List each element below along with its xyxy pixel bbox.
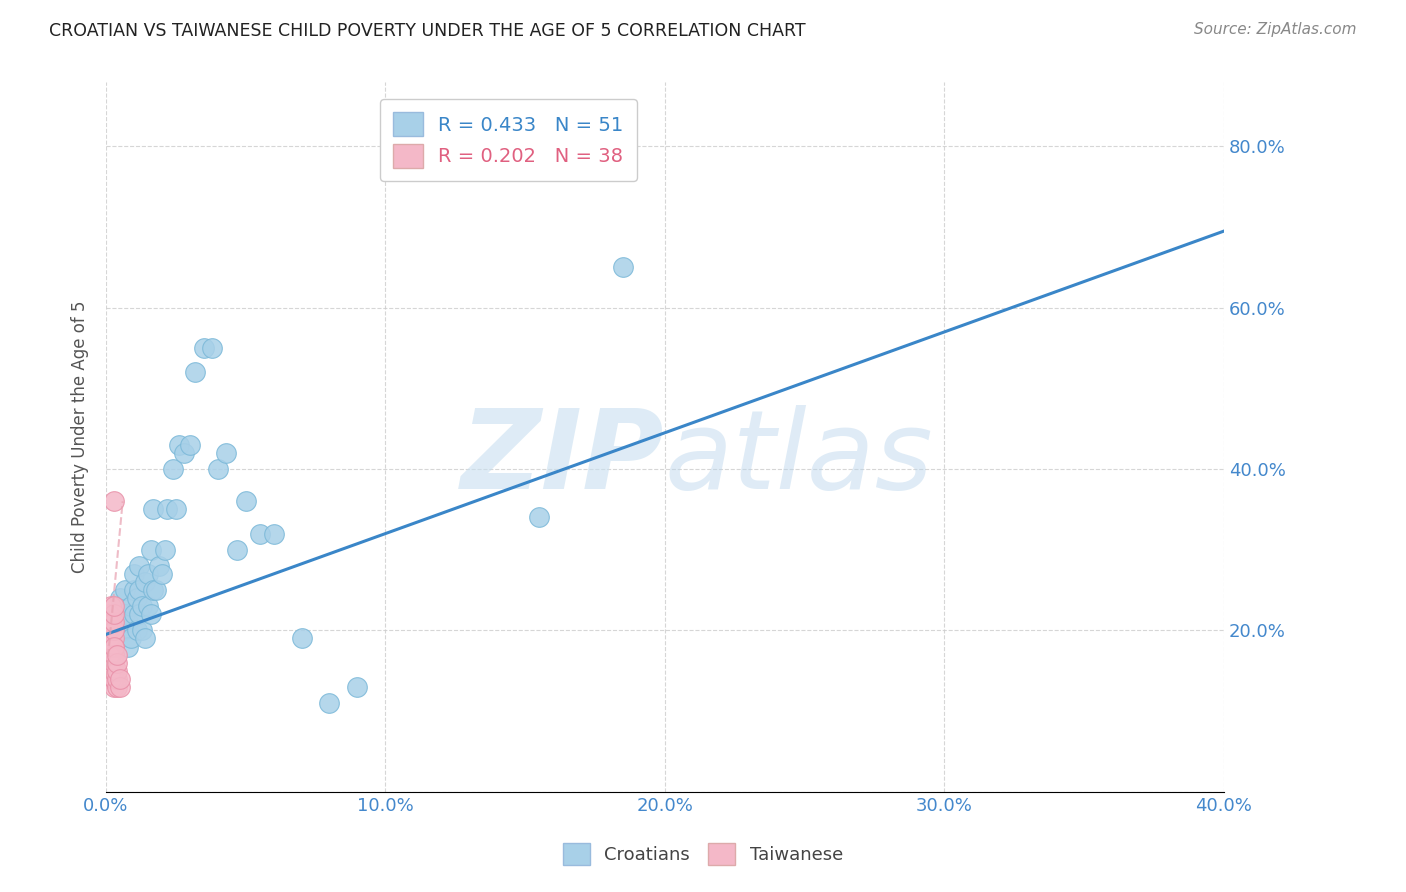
Point	[97, 615, 120, 630]
Point	[215, 446, 238, 460]
Point	[103, 672, 125, 686]
Point	[263, 526, 285, 541]
Point	[114, 582, 136, 597]
Point	[346, 680, 368, 694]
Point	[97, 632, 120, 646]
Point	[134, 632, 156, 646]
Point	[142, 502, 165, 516]
Point	[103, 648, 125, 662]
Point	[145, 582, 167, 597]
Point	[125, 624, 148, 638]
Point	[162, 462, 184, 476]
Point	[148, 558, 170, 573]
Point	[103, 672, 125, 686]
Text: ZIP: ZIP	[461, 405, 665, 512]
Point	[128, 582, 150, 597]
Point	[318, 696, 340, 710]
Point	[173, 446, 195, 460]
Point	[100, 632, 122, 646]
Point	[612, 260, 634, 275]
Point	[108, 672, 131, 686]
Point	[100, 599, 122, 614]
Point	[105, 648, 128, 662]
Point	[103, 624, 125, 638]
Point	[131, 599, 153, 614]
Point	[122, 607, 145, 622]
Point	[120, 632, 142, 646]
Point	[105, 607, 128, 622]
Point	[114, 607, 136, 622]
Point	[100, 648, 122, 662]
Point	[100, 656, 122, 670]
Point	[103, 640, 125, 654]
Point	[142, 582, 165, 597]
Point	[165, 502, 187, 516]
Point	[150, 566, 173, 581]
Point	[103, 656, 125, 670]
Point	[134, 574, 156, 589]
Point	[100, 672, 122, 686]
Point	[122, 566, 145, 581]
Point	[97, 648, 120, 662]
Point	[103, 664, 125, 678]
Point	[97, 624, 120, 638]
Point	[136, 599, 159, 614]
Point	[290, 632, 312, 646]
Point	[249, 526, 271, 541]
Point	[167, 438, 190, 452]
Point	[125, 591, 148, 606]
Point	[128, 558, 150, 573]
Point	[103, 664, 125, 678]
Point	[120, 599, 142, 614]
Point	[103, 607, 125, 622]
Point	[179, 438, 201, 452]
Point	[100, 664, 122, 678]
Point	[226, 542, 249, 557]
Text: atlas: atlas	[665, 405, 934, 512]
Point	[131, 624, 153, 638]
Point	[201, 341, 224, 355]
Point	[100, 615, 122, 630]
Point	[100, 640, 122, 654]
Point	[103, 680, 125, 694]
Point	[139, 607, 162, 622]
Point	[156, 502, 179, 516]
Legend: Croatians, Taiwanese: Croatians, Taiwanese	[555, 836, 851, 872]
Point	[122, 582, 145, 597]
Point	[108, 591, 131, 606]
Point	[117, 615, 139, 630]
Point	[111, 624, 134, 638]
Point	[207, 462, 229, 476]
Point	[105, 672, 128, 686]
Point	[153, 542, 176, 557]
Text: CROATIAN VS TAIWANESE CHILD POVERTY UNDER THE AGE OF 5 CORRELATION CHART: CROATIAN VS TAIWANESE CHILD POVERTY UNDE…	[49, 22, 806, 40]
Point	[193, 341, 215, 355]
Point	[103, 656, 125, 670]
Point	[97, 607, 120, 622]
Point	[108, 680, 131, 694]
Point	[103, 648, 125, 662]
Point	[105, 680, 128, 694]
Point	[184, 365, 207, 379]
Point	[103, 599, 125, 614]
Point	[527, 510, 550, 524]
Point	[103, 640, 125, 654]
Text: Source: ZipAtlas.com: Source: ZipAtlas.com	[1194, 22, 1357, 37]
Point	[105, 664, 128, 678]
Legend: R = 0.433   N = 51, R = 0.202   N = 38: R = 0.433 N = 51, R = 0.202 N = 38	[380, 99, 637, 181]
Point	[117, 640, 139, 654]
Point	[139, 542, 162, 557]
Point	[235, 494, 257, 508]
Point	[100, 624, 122, 638]
Point	[105, 656, 128, 670]
Point	[136, 566, 159, 581]
Point	[103, 632, 125, 646]
Point	[128, 607, 150, 622]
Point	[103, 615, 125, 630]
Point	[103, 494, 125, 508]
Y-axis label: Child Poverty Under the Age of 5: Child Poverty Under the Age of 5	[72, 301, 89, 573]
